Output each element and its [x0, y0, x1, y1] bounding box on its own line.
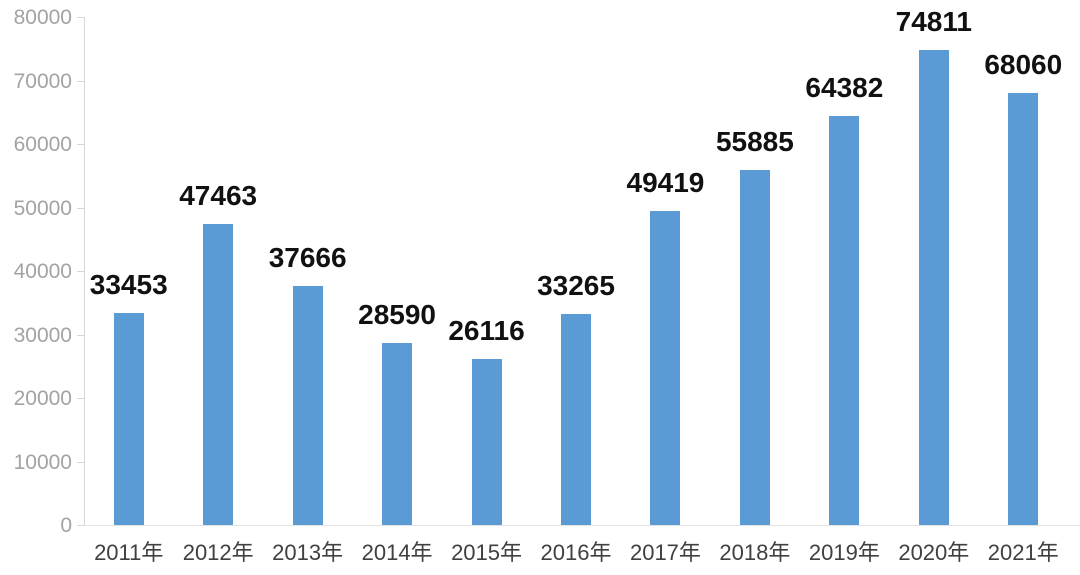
bar	[561, 313, 591, 525]
bar	[650, 211, 681, 525]
y-tick-mark	[77, 525, 84, 526]
bar-data-label: 26116	[448, 315, 525, 347]
x-tick-label: 2016年	[540, 540, 612, 565]
bar	[918, 49, 949, 525]
bar-data-label: 49419	[626, 167, 705, 199]
y-tick-mark	[77, 271, 84, 272]
y-axis-line	[84, 17, 85, 525]
bar-data-label: 33453	[89, 268, 168, 300]
bar-data-label: 68060	[984, 48, 1063, 80]
y-tick-mark	[77, 398, 84, 399]
bar	[292, 285, 323, 525]
x-tick-label: 2015年	[451, 540, 523, 565]
bar	[203, 223, 234, 525]
y-tick-label: 50000	[13, 196, 72, 220]
bar-data-label: 33265	[537, 269, 615, 301]
x-tick-label: 2020年	[898, 540, 970, 565]
bar	[829, 116, 860, 525]
y-tick-label: 40000	[13, 260, 72, 283]
y-tick-label: 60000	[13, 133, 72, 156]
bar	[382, 343, 413, 525]
bar	[739, 170, 770, 525]
bar-data-label: 37666	[268, 241, 347, 273]
x-tick-label: 2017年	[629, 540, 701, 565]
x-tick-label: 2011年	[94, 540, 164, 565]
y-tick-mark	[77, 80, 84, 82]
x-tick-label: 2019年	[808, 540, 880, 565]
bar	[113, 312, 144, 525]
x-tick-label: 2014年	[361, 540, 433, 565]
y-tick-mark	[77, 144, 84, 145]
x-tick-label: 2018年	[719, 540, 791, 565]
x-tick-label: 2012年	[182, 540, 254, 565]
y-tick-label: 10000	[13, 450, 72, 474]
x-tick-label: 2013年	[272, 540, 344, 565]
bar-data-label: 74811	[895, 5, 972, 37]
y-tick-label: 30000	[13, 323, 72, 347]
y-tick-label: 0	[60, 514, 72, 537]
y-tick-label: 20000	[13, 387, 72, 410]
y-tick-mark	[77, 207, 84, 209]
bar-data-label: 47463	[179, 179, 258, 211]
y-tick-label: 70000	[13, 69, 72, 93]
y-tick-mark	[77, 17, 84, 18]
x-tick-label: 2021年	[987, 540, 1059, 565]
bar	[1008, 92, 1039, 525]
bar-data-label: 28590	[358, 299, 437, 331]
bar-data-label: 64382	[805, 72, 884, 104]
y-tick-label: 80000	[13, 6, 72, 29]
bar-data-label: 55885	[715, 126, 794, 158]
bar	[471, 359, 502, 525]
y-tick-mark	[77, 334, 84, 336]
y-tick-mark	[77, 461, 84, 463]
x-axis-line	[84, 525, 1080, 526]
